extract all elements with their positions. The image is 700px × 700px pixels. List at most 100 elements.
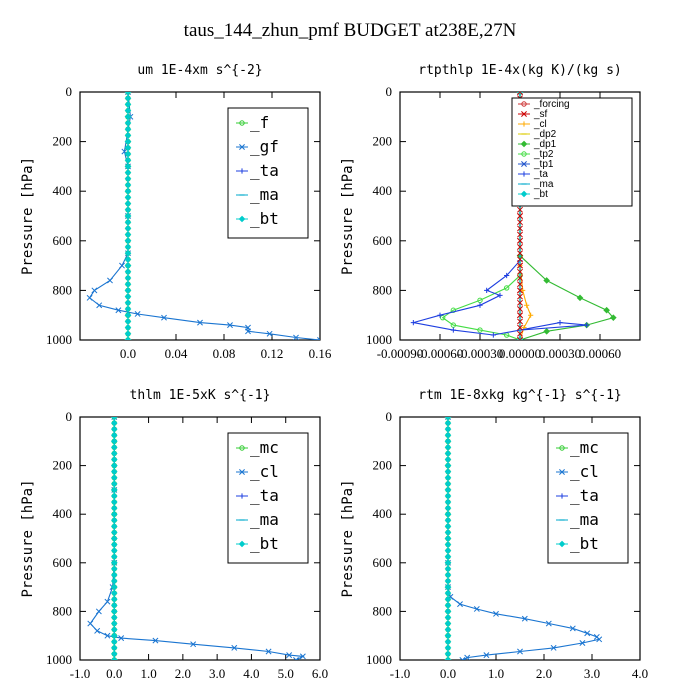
data-point — [444, 456, 452, 463]
data-point — [484, 287, 490, 293]
y-tick-label: 0 — [386, 84, 393, 99]
data-point — [110, 571, 118, 579]
plot-area — [444, 417, 603, 660]
data-point — [124, 274, 132, 282]
plot-frame — [399, 416, 641, 661]
data-point — [444, 626, 452, 633]
data-point — [95, 608, 102, 615]
data-point — [473, 606, 480, 612]
data-point — [517, 206, 523, 213]
data-point — [124, 330, 132, 338]
data-point — [231, 644, 238, 651]
data-point — [110, 595, 118, 603]
data-point — [550, 644, 557, 651]
data-point — [517, 324, 523, 331]
data-point — [87, 620, 94, 627]
data-point — [444, 486, 452, 494]
x-tick-label: -1.0 — [390, 666, 411, 681]
data-point — [410, 320, 416, 326]
data-point — [444, 608, 452, 615]
data-point — [444, 559, 452, 567]
data-point — [517, 262, 523, 269]
legend-box — [227, 107, 309, 239]
x-tick-label: 0.0 — [440, 666, 456, 681]
data-point — [444, 614, 452, 621]
data-point — [110, 450, 118, 457]
data-point — [576, 294, 584, 302]
legend-marker — [520, 190, 528, 198]
data-point — [124, 163, 132, 170]
data-point — [266, 330, 273, 337]
legend-marker — [559, 493, 565, 499]
y-axis-label: Pressure [hPa] — [20, 157, 36, 275]
data-point — [517, 92, 523, 95]
legend-marker — [558, 540, 566, 548]
data-point — [444, 417, 452, 421]
data-point — [161, 314, 167, 321]
figure-title: taus_144_zhun_pmf BUDGET at238E,27N — [183, 20, 517, 41]
data-point — [444, 480, 452, 488]
x-tick-label: -0.00060 — [417, 346, 464, 361]
data-point — [110, 437, 118, 445]
data-point — [110, 529, 118, 536]
data-point — [444, 431, 452, 439]
data-point — [124, 150, 132, 158]
panel-4: rtm 1E-8xkg kg^{-1} s^{-1} Pressure [hPa]… — [340, 388, 648, 681]
data-point — [124, 262, 132, 269]
data-point — [110, 498, 118, 506]
x-tick-label: 0.08 — [213, 346, 236, 361]
data-point — [190, 641, 197, 648]
data-point — [124, 113, 132, 121]
legend-label: _ta — [570, 486, 599, 505]
data-point — [444, 462, 452, 469]
data-point — [110, 431, 118, 439]
legend-label: _ma — [570, 510, 599, 529]
data-point — [110, 650, 118, 658]
data-point — [110, 419, 118, 427]
data-point — [197, 319, 203, 326]
data-point — [110, 535, 118, 542]
series-bt-top — [444, 417, 452, 660]
legend-label: _bt — [570, 534, 599, 553]
y-tick-label: 600 — [373, 555, 393, 570]
y-tick-label: 0 — [386, 409, 393, 424]
legend-marker — [521, 121, 527, 127]
legend-label: _ta — [250, 161, 279, 180]
data-point — [444, 632, 452, 640]
data-point — [124, 249, 132, 257]
data-point — [110, 474, 118, 482]
legend-marker — [239, 120, 245, 126]
data-point — [110, 583, 118, 591]
plot-area — [86, 92, 320, 340]
y-axis-label: Pressure [hPa] — [340, 157, 356, 275]
data-point — [477, 327, 483, 333]
x-tick-label: 0.04 — [165, 346, 188, 361]
data-point — [110, 541, 118, 548]
legend-label: _mc — [570, 438, 599, 457]
data-point — [444, 638, 452, 646]
y-tick-label: 1000 — [366, 332, 392, 347]
data-point — [110, 589, 118, 597]
legend-marker — [521, 101, 527, 107]
data-point — [124, 318, 132, 325]
legend-marker — [521, 161, 527, 167]
legend-marker — [520, 140, 528, 148]
series-line — [413, 92, 587, 340]
data-point — [124, 125, 132, 133]
y-tick-label: 800 — [53, 282, 73, 297]
data-point — [124, 94, 132, 102]
data-point — [227, 322, 233, 329]
data-point — [245, 328, 251, 335]
data-point — [517, 275, 523, 281]
data-point — [299, 653, 306, 660]
y-tick-label: 600 — [53, 555, 73, 570]
x-tick-label: 0.00000 — [499, 346, 541, 361]
data-point — [450, 322, 457, 328]
x-tick-label: 0.16 — [309, 346, 332, 361]
data-point — [437, 312, 443, 318]
y-tick-label: 400 — [373, 506, 393, 521]
data-point — [459, 657, 466, 660]
data-point — [110, 425, 118, 433]
data-point — [477, 297, 483, 304]
data-point — [569, 625, 576, 632]
